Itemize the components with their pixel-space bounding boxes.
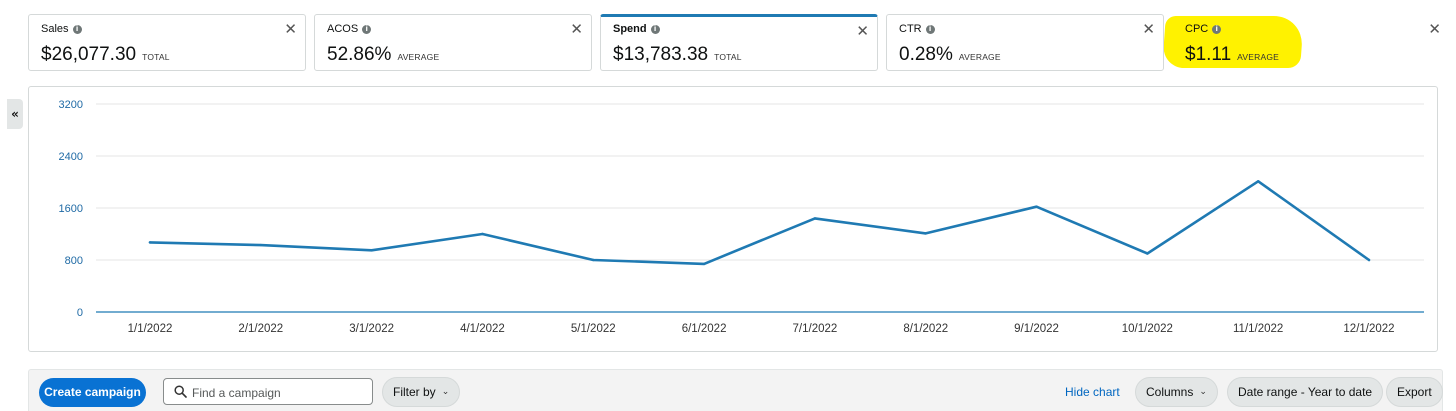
metric-card-spend[interactable]: Spend i ✕ $13,783.38 TOTAL: [600, 14, 878, 71]
create-campaign-button[interactable]: Create campaign: [39, 378, 146, 407]
line-chart: 0 800 1600 2400 3200 1/1/2022 2/1/2022 3/1/2022…: [59, 99, 1424, 335]
collapse-sidebar-button[interactable]: «: [7, 99, 23, 129]
x-tick-label: 7/1/2022: [793, 323, 838, 335]
x-tick-label: 8/1/2022: [903, 323, 948, 335]
spend-chart-panel: 0 800 1600 2400 3200 1/1/2022 2/1/2022 3/1/2022…: [28, 86, 1438, 352]
data-point: [813, 217, 817, 220]
x-tick-label: 5/1/2022: [571, 323, 616, 335]
metric-aggregation: AVERAGE: [1237, 52, 1280, 62]
data-point: [370, 249, 373, 252]
close-icon[interactable]: ✕: [570, 20, 583, 38]
export-button[interactable]: Export: [1386, 377, 1443, 407]
info-icon[interactable]: i: [72, 24, 82, 34]
x-tick-label: 9/1/2022: [1014, 323, 1059, 335]
close-icon[interactable]: ✕: [1428, 20, 1441, 38]
metric-value: $13,783.38: [613, 44, 709, 65]
search-icon: [174, 385, 187, 398]
data-point: [481, 232, 484, 236]
close-icon[interactable]: ✕: [284, 20, 297, 38]
data-point: [1256, 180, 1260, 183]
y-tick-label: 1600: [59, 203, 83, 215]
metric-card-acos[interactable]: ACOS i ✕ 52.86% AVERAGE: [314, 14, 592, 71]
columns-button[interactable]: Columns ⌄: [1135, 377, 1218, 407]
x-tick-label: 4/1/2022: [460, 323, 505, 335]
data-point: [148, 241, 152, 244]
y-tick-label: 3200: [59, 99, 83, 111]
metric-value: 0.28%: [899, 44, 953, 65]
data-point: [702, 262, 706, 266]
filter-by-label: Filter by: [393, 385, 436, 399]
metric-card-sales[interactable]: Sales i ✕ $26,077.30 TOTAL: [28, 14, 306, 71]
x-tick-label: 6/1/2022: [682, 323, 727, 335]
metric-value: 52.86%: [327, 44, 392, 65]
close-icon[interactable]: ✕: [856, 22, 869, 40]
metric-name: CTR i: [899, 23, 935, 35]
data-point: [924, 232, 927, 235]
metric-aggregation: TOTAL: [142, 52, 170, 62]
date-range-button[interactable]: Date range - Year to date: [1227, 377, 1384, 407]
metric-aggregation: AVERAGE: [958, 52, 1001, 62]
data-point: [592, 258, 595, 262]
search-placeholder: Find a campaign: [192, 386, 281, 400]
data-point: [1035, 205, 1038, 208]
y-tick-label: 2400: [59, 151, 83, 163]
series-line: [148, 180, 1371, 266]
info-icon[interactable]: i: [362, 24, 372, 34]
metric-name: Spend i: [613, 23, 660, 35]
data-point: [259, 243, 263, 247]
metric-name: Sales i: [41, 23, 82, 35]
x-tick-label: 11/1/2022: [1233, 323, 1283, 335]
info-icon[interactable]: i: [1212, 24, 1222, 34]
x-tick-label: 1/1/2022: [128, 323, 173, 335]
metric-aggregation: AVERAGE: [397, 52, 440, 62]
y-tick-label: 0: [77, 307, 83, 319]
search-input[interactable]: Find a campaign: [163, 378, 373, 405]
x-tick-label: 12/1/2022: [1343, 323, 1394, 335]
metric-name: CPC i: [1185, 23, 1222, 35]
data-point: [1367, 258, 1371, 262]
x-tick-label: 2/1/2022: [238, 323, 283, 335]
metric-card-cpc[interactable]: CPC i ✕ $1.11 AVERAGE: [1172, 14, 1450, 71]
filter-by-button[interactable]: Filter by ⌄: [382, 377, 461, 407]
info-icon[interactable]: i: [650, 24, 660, 34]
campaign-toolbar: Create campaign Find a campaign Filter b…: [28, 369, 1443, 411]
x-tick-label: 3/1/2022: [349, 323, 394, 335]
date-range-label: Date range - Year to date: [1238, 385, 1373, 399]
metric-name: ACOS i: [327, 23, 372, 35]
metric-value: $1.11: [1185, 44, 1232, 65]
info-icon[interactable]: i: [925, 24, 935, 34]
export-label: Export: [1397, 385, 1432, 399]
metric-cards: Sales i ✕ $26,077.30 TOTAL ACOS i ✕ 52.86% A…: [28, 14, 1455, 72]
metric-value: $26,077.30: [41, 44, 137, 65]
x-tick-label: 10/1/2022: [1122, 323, 1173, 335]
y-tick-label: 800: [65, 255, 83, 267]
chevron-down-icon: ⌄: [1199, 387, 1207, 397]
chevron-down-icon: ⌄: [441, 387, 450, 397]
metric-aggregation: TOTAL: [714, 52, 742, 62]
data-point: [1146, 252, 1149, 255]
hide-chart-link[interactable]: Hide chart: [1065, 385, 1120, 399]
close-icon[interactable]: ✕: [1142, 20, 1155, 38]
metric-card-ctr[interactable]: CTR i ✕ 0.28% AVERAGE: [886, 14, 1164, 71]
columns-label: Columns: [1146, 385, 1194, 399]
